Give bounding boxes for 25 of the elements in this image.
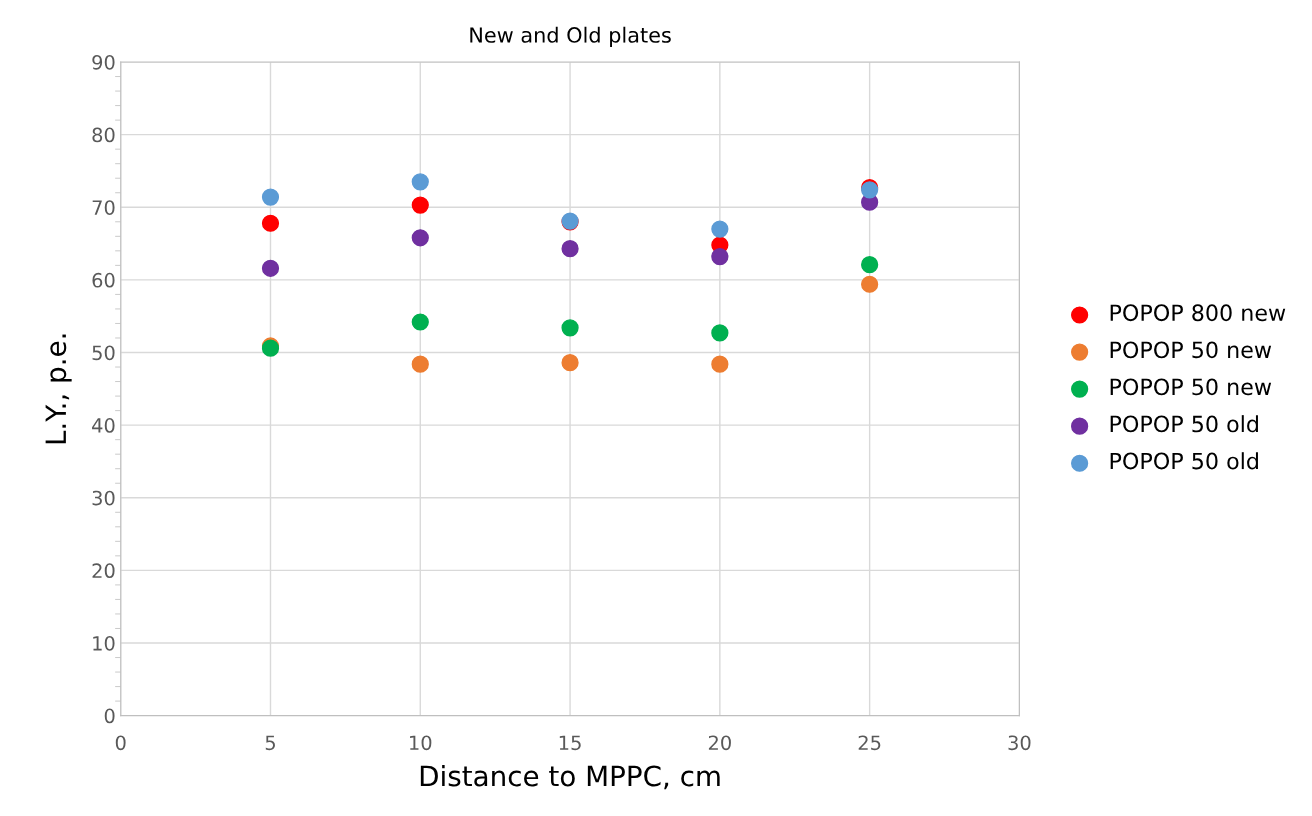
- x-tick-label: 25: [858, 735, 881, 751]
- y-tick-label: 90: [92, 54, 115, 70]
- legend-label: POPOP 50 old: [1110, 415, 1258, 433]
- x-tick-label: 15: [559, 735, 581, 751]
- legend-label: POPOP 50 new: [1110, 378, 1272, 396]
- x-tick-label: 30: [1008, 735, 1031, 751]
- y-tick-label: 50: [92, 345, 115, 361]
- chart-title: New and Old plates: [470, 26, 671, 47]
- x-tick-label: 10: [410, 735, 432, 751]
- y-tick-label: 70: [92, 200, 115, 215]
- y-tick-label: 60: [92, 272, 115, 288]
- y-tick-label: 30: [92, 490, 115, 506]
- y-tick-label: 10: [93, 635, 115, 651]
- x-tick-label: 0: [115, 735, 126, 751]
- x-tick-label: 5: [265, 735, 275, 751]
- x-tick-label: 20: [708, 735, 731, 751]
- y-tick-label: 0: [104, 708, 115, 724]
- legend-label: POPOP 50 old: [1110, 452, 1258, 470]
- legend-label: POPOP 800 new: [1110, 304, 1286, 322]
- y-tick-label: 80: [92, 127, 115, 143]
- y-axis-title: L.Y., p.e.: [45, 334, 72, 444]
- y-tick-label: 40: [92, 418, 115, 433]
- y-tick-label: 20: [92, 563, 115, 579]
- x-axis-title: Distance to MPPC, cm: [420, 765, 720, 790]
- legend-label: POPOP 50 new: [1110, 341, 1272, 359]
